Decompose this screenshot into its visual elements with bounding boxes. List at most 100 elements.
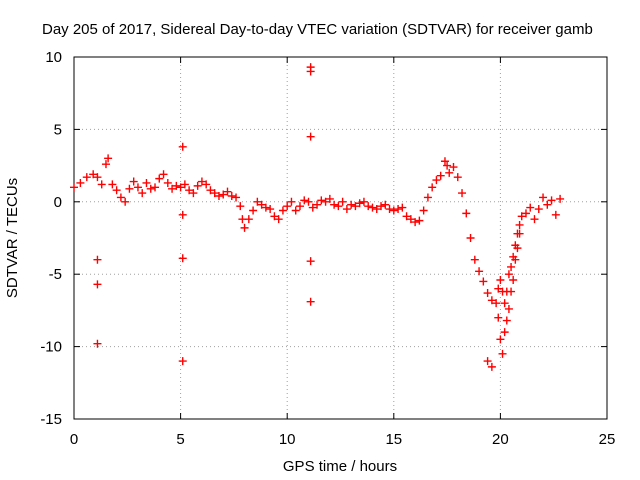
- data-point: [551, 210, 560, 219]
- data-point: [504, 304, 513, 313]
- chart-title: Day 205 of 2017, Sidereal Day-to-day VTE…: [42, 21, 593, 38]
- x-tick-label: 25: [599, 431, 616, 448]
- data-point: [394, 205, 403, 214]
- data-point: [155, 174, 164, 183]
- data-point: [372, 205, 381, 214]
- data-point: [178, 357, 187, 366]
- data-point: [291, 206, 300, 215]
- data-point: [515, 229, 524, 238]
- data-point: [547, 196, 556, 205]
- data-point: [178, 210, 187, 219]
- data-point: [385, 205, 394, 214]
- data-point: [513, 244, 522, 253]
- data-point: [436, 171, 445, 180]
- data-point: [159, 170, 168, 179]
- data-point: [172, 181, 181, 190]
- data-point: [70, 183, 78, 192]
- x-tick-label: 10: [279, 431, 296, 448]
- data-point: [498, 349, 507, 358]
- data-point: [321, 197, 330, 206]
- data-point: [168, 184, 177, 193]
- data-point: [449, 163, 458, 172]
- data-point: [146, 184, 155, 193]
- data-point: [517, 212, 526, 221]
- data-point: [470, 255, 479, 264]
- y-tick-label: 0: [54, 194, 62, 211]
- data-point: [287, 197, 296, 206]
- data-point: [125, 184, 134, 193]
- axis-ticks: [73, 56, 608, 420]
- data-point: [504, 270, 513, 279]
- data-point: [116, 193, 125, 202]
- series-1: [494, 229, 524, 358]
- y-tick-label: -5: [49, 266, 62, 283]
- data-point: [306, 132, 315, 141]
- data-point: [274, 215, 283, 224]
- data-point: [507, 262, 516, 271]
- data-point: [253, 197, 262, 206]
- data-point: [210, 189, 219, 198]
- data-point: [462, 209, 471, 218]
- x-tick-label: 0: [70, 431, 78, 448]
- data-point: [266, 205, 275, 214]
- data-point: [487, 296, 496, 305]
- data-point: [479, 277, 488, 286]
- data-point: [93, 173, 102, 182]
- data-point: [411, 218, 420, 227]
- data-point: [509, 275, 518, 284]
- data-point: [101, 160, 110, 169]
- data-point: [240, 223, 249, 232]
- data-point: [317, 196, 326, 205]
- x-tick-labels: 0 5 10 15 20 25: [70, 431, 616, 448]
- data-point: [494, 284, 503, 293]
- data-point: [249, 206, 258, 215]
- data-point: [355, 199, 364, 208]
- y-tick-label: 10: [45, 49, 62, 66]
- data-point: [270, 212, 279, 221]
- data-point: [261, 203, 270, 212]
- data-point: [453, 173, 462, 182]
- data-point: [176, 183, 185, 192]
- data-point: [178, 254, 187, 263]
- data-point: [415, 216, 424, 225]
- data-point: [368, 203, 377, 212]
- data-point: [278, 206, 287, 215]
- data-point: [313, 200, 322, 209]
- data-point: [534, 205, 543, 214]
- data-point: [381, 200, 390, 209]
- data-point: [406, 215, 415, 224]
- y-tick-label: -15: [40, 411, 62, 428]
- data-point: [197, 177, 206, 186]
- data-point: [494, 313, 503, 322]
- data-point: [223, 187, 232, 196]
- data-point: [515, 220, 524, 229]
- data-point: [89, 170, 98, 179]
- series-0: [70, 154, 565, 308]
- data-point: [543, 200, 552, 209]
- data-point: [500, 299, 509, 308]
- data-point: [492, 299, 501, 308]
- data-point: [193, 181, 202, 190]
- data-point: [445, 168, 454, 177]
- data-point: [330, 200, 339, 209]
- y-tick-label: 5: [54, 121, 62, 138]
- data-point: [178, 142, 187, 151]
- data-point: [526, 203, 535, 212]
- x-tick-label: 15: [385, 431, 402, 448]
- data-point: [443, 161, 452, 170]
- data-point: [121, 197, 130, 206]
- data-point: [483, 289, 492, 298]
- data-point: [236, 202, 245, 211]
- data-point: [306, 257, 315, 266]
- data-point: [530, 215, 539, 224]
- data-point: [227, 192, 236, 201]
- data-point: [466, 234, 475, 242]
- data-point: [458, 189, 467, 198]
- data-point: [163, 178, 172, 187]
- y-tick-labels: -15 -10 -5 0 5 10: [40, 49, 62, 428]
- data-point: [76, 178, 85, 187]
- data-points: [70, 63, 565, 371]
- data-point: [475, 267, 484, 276]
